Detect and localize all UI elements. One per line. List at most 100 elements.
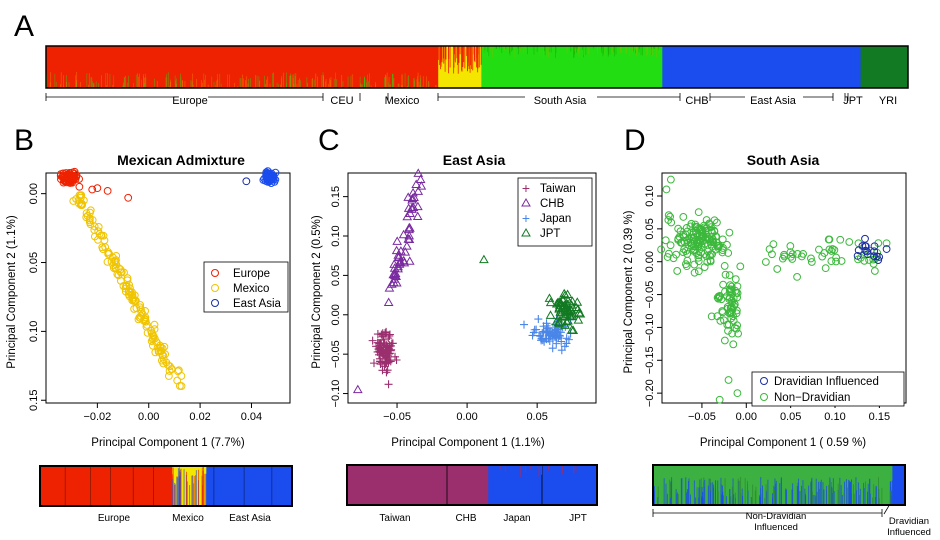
point-europe: [93, 184, 102, 193]
point-non-dravidian: [836, 235, 845, 244]
point-non-dravidian: [701, 233, 710, 242]
legend-chb-label: CHB: [540, 198, 565, 210]
point-non-dravidian: [854, 255, 862, 264]
x-tick-label: 0.00: [736, 411, 757, 423]
point-taiwan: [386, 346, 395, 355]
point-taiwan: [375, 347, 384, 356]
point-japan: [542, 319, 551, 328]
point-taiwan: [382, 368, 391, 377]
panel-c-xlabel: Principal Component 1 (1.1%): [391, 437, 545, 449]
point-chb: [403, 234, 414, 243]
point-non-dravidian: [679, 213, 688, 221]
point-jpt: [566, 300, 577, 309]
bar-b-label-europe: Europe: [98, 513, 131, 524]
point-jpt: [559, 288, 570, 298]
point-non-dravidian: [664, 211, 673, 220]
point-chb: [388, 277, 399, 287]
point-non-dravidian: [710, 216, 719, 225]
point-non-dravidian: [664, 249, 673, 258]
point-chb: [393, 250, 404, 259]
point-east-asia: [262, 173, 271, 182]
point-non-dravidian: [793, 250, 802, 258]
point-jpt: [563, 316, 573, 325]
point-non-dravidian: [729, 312, 737, 321]
legend-box: [517, 177, 593, 247]
point-non-dravidian: [707, 312, 716, 321]
label-yri: YRI: [879, 95, 897, 107]
point-non-dravidian: [689, 233, 698, 242]
point-chb: [411, 179, 422, 188]
point-mexico: [121, 282, 130, 291]
point-mexico: [150, 325, 159, 334]
point-taiwan: [384, 334, 393, 343]
point-non-dravidian: [727, 282, 736, 291]
point-non-dravidian: [709, 238, 718, 247]
point-east-asia: [271, 175, 280, 184]
point-mexico: [128, 291, 137, 299]
point-chb: [402, 241, 412, 250]
point-chb: [408, 187, 418, 197]
admixture-frame: [652, 464, 906, 506]
point-jpt: [545, 310, 556, 319]
point-mexico: [141, 317, 150, 326]
panel-b-bar-labels: Europe Mexico East Asia: [98, 513, 271, 524]
point-japan: [545, 329, 554, 338]
y-tick-label: 0.00: [330, 304, 342, 325]
point-jpt: [555, 309, 566, 319]
panel-d-legend: Dravidian Influenced Non−Dravidian: [751, 371, 905, 407]
point-mexico: [130, 305, 139, 313]
panel-letter-a: A: [14, 10, 34, 43]
point-europe: [75, 182, 84, 191]
point-jpt: [575, 308, 586, 318]
point-non-dravidian: [714, 292, 723, 301]
point-mexico: [150, 320, 159, 329]
legend-east-asia-marker: [211, 299, 219, 307]
point-non-dravidian: [786, 242, 795, 250]
point-jpt: [545, 297, 556, 307]
point-non-dravidian: [657, 245, 665, 254]
point-jpt: [479, 254, 489, 264]
point-non-dravidian: [733, 282, 742, 291]
point-non-dravidian: [674, 234, 683, 243]
legend-box: [751, 371, 905, 407]
label-east-asia: East Asia: [750, 95, 797, 107]
point-chb: [386, 279, 397, 288]
label-mexico: Mexico: [385, 95, 420, 107]
admixture-segment-yri: [860, 46, 909, 88]
panel-c-admixture-bar: [346, 464, 598, 506]
point-non-dravidian: [832, 257, 840, 266]
point-europe: [67, 174, 76, 183]
legend-europe-marker: [211, 269, 219, 277]
y-tick-label: 0.10: [28, 321, 40, 342]
y-tick-label: 0.05: [330, 265, 342, 286]
admixture-segment: [488, 465, 598, 505]
label-jpt: JPT: [843, 95, 863, 107]
point-chb: [404, 256, 415, 265]
admixture-segment: [347, 465, 489, 505]
point-non-dravidian: [697, 241, 706, 249]
point-europe: [59, 173, 68, 182]
panel-b-admixture-bar: [39, 465, 293, 507]
point-non-dravidian: [689, 246, 698, 255]
point-non-dravidian: [720, 316, 728, 325]
y-tick-label: 0.10: [644, 185, 656, 206]
point-europe: [59, 169, 68, 178]
y-tick-label: 0.05: [28, 252, 40, 273]
point-taiwan: [368, 336, 377, 345]
point-taiwan: [378, 332, 387, 341]
point-non-dravidian: [725, 295, 734, 304]
y-tick-label: −0.05: [644, 281, 656, 309]
point-mexico: [165, 367, 174, 375]
point-non-dravidian: [702, 252, 711, 260]
legend-mexico-label: Mexico: [233, 283, 269, 295]
point-mexico: [113, 270, 122, 279]
point-japan: [528, 331, 537, 340]
point-mexico: [128, 293, 137, 302]
bar-b-label-east-asia: East Asia: [229, 513, 271, 524]
point-japan: [538, 328, 547, 337]
label-europe: Europe: [172, 95, 207, 107]
x-tick-label: 0.05: [526, 411, 547, 423]
label-chb: CHB: [685, 95, 708, 107]
legend-jpt-label: JPT: [540, 228, 560, 240]
point-non-dravidian: [662, 185, 671, 194]
